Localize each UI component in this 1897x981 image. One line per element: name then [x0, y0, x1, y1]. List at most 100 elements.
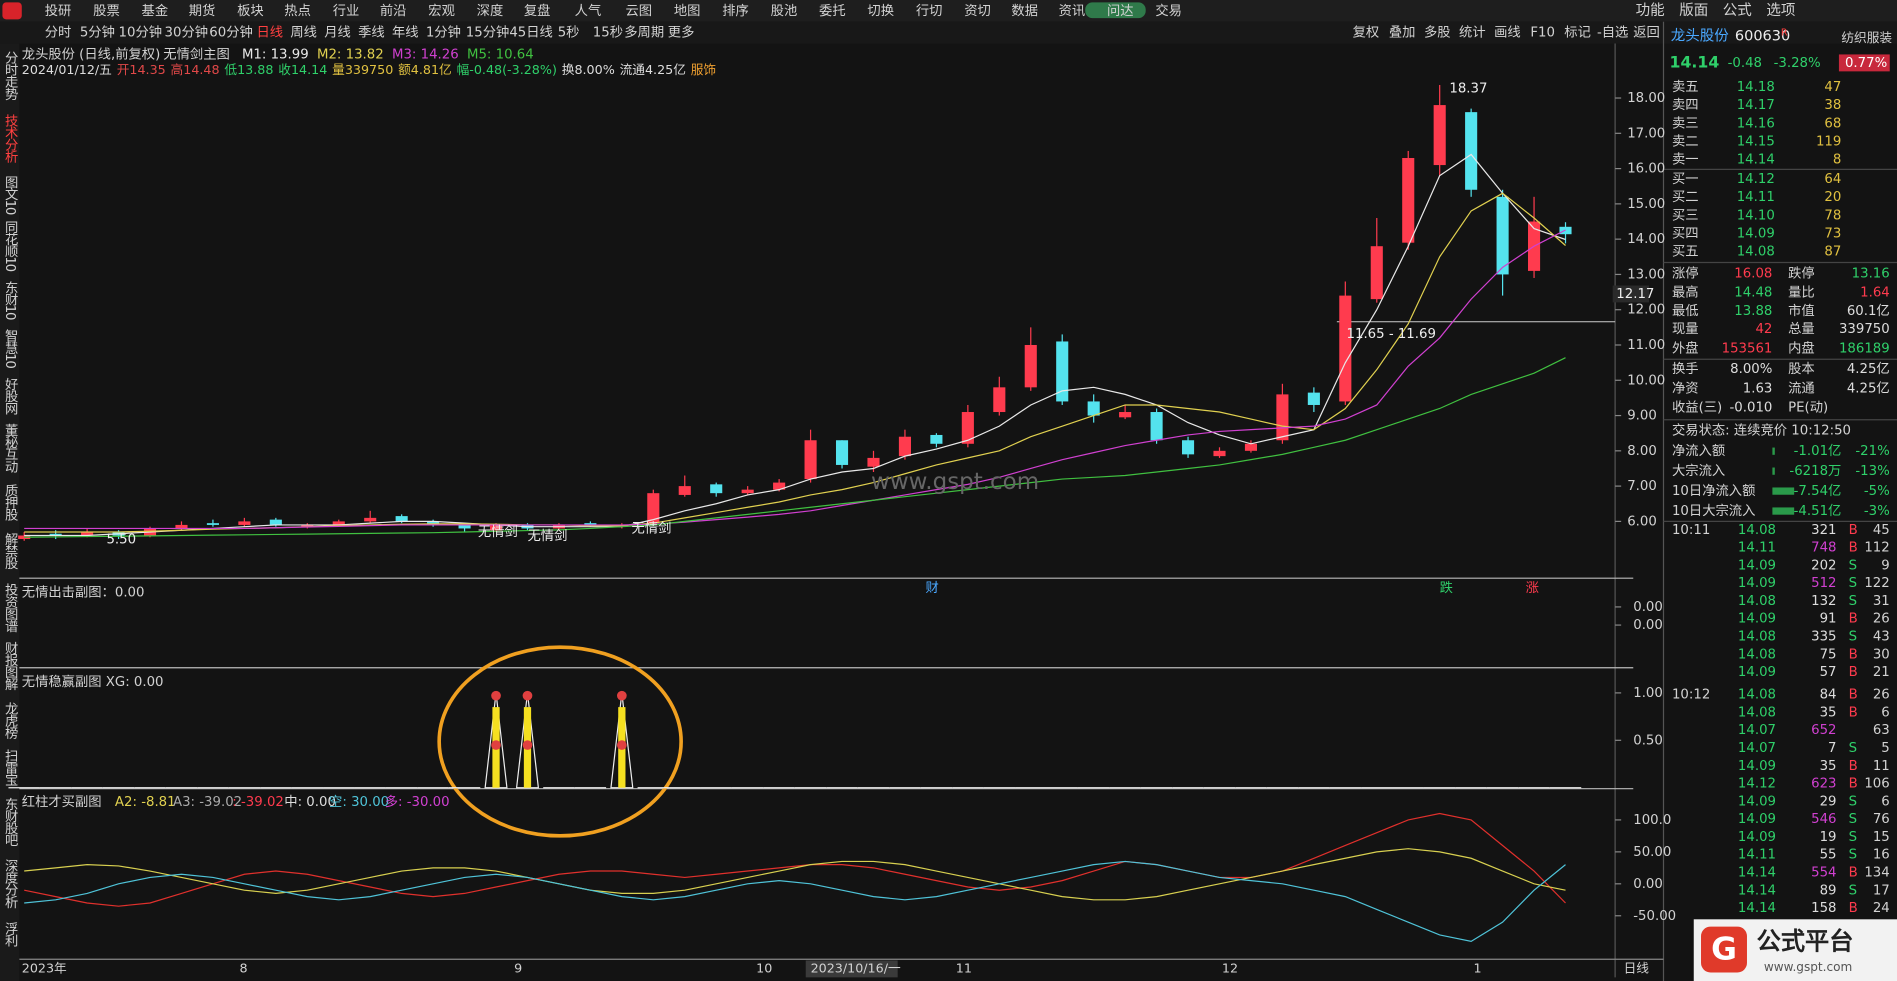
sidebar-tab[interactable]: 深度分析: [2, 859, 18, 909]
menu-item[interactable]: 投研: [45, 3, 72, 19]
logo-title: 公式平台: [1757, 927, 1854, 955]
period-tab[interactable]: 10分钟: [119, 24, 163, 41]
period-tab[interactable]: 15分钟: [466, 24, 510, 41]
sidebar-tab[interactable]: 财报图解: [2, 641, 18, 691]
sidebar-tab[interactable]: 解禁股: [2, 532, 18, 571]
candle-body: [301, 524, 314, 527]
tool-button[interactable]: 多股: [1424, 24, 1451, 41]
menu-item[interactable]: 基金: [142, 3, 169, 19]
stat-value: 60.1亿: [1847, 303, 1890, 319]
flow-pct: -3%: [1864, 504, 1890, 519]
sidebar-tab[interactable]: 同花顺10: [2, 220, 18, 272]
menu-bar: [0, 0, 1897, 22]
tool-button[interactable]: 返回: [1633, 25, 1660, 41]
menu-item[interactable]: 委托: [819, 3, 846, 19]
menu-item[interactable]: 前沿: [380, 2, 407, 19]
tool-button[interactable]: 画线: [1494, 25, 1521, 41]
sidebar-tab[interactable]: 龙虎榜: [2, 701, 18, 739]
sidebar-tab[interactable]: 技术分析: [2, 113, 18, 163]
stat-value: 16.08: [1734, 266, 1772, 281]
sidebar-tab[interactable]: 东财股吧: [2, 797, 18, 847]
menu-item[interactable]: 热点: [284, 3, 311, 19]
book-price: 14.17: [1737, 98, 1775, 113]
period-tab[interactable]: 分时: [45, 25, 72, 41]
menu-item[interactable]: 云图: [625, 4, 652, 19]
sidebar-tab[interactable]: 扫雷宝: [2, 748, 18, 785]
tool-button[interactable]: F10: [1530, 26, 1555, 41]
candle-body: [1496, 196, 1509, 275]
sidebar-tab[interactable]: 投资图谱: [2, 583, 18, 633]
book-price: 14.18: [1737, 80, 1775, 95]
flow-value: -7.54亿: [1794, 483, 1842, 499]
toolbar: [0, 21, 1897, 44]
period-tab[interactable]: 更多: [668, 24, 695, 41]
tool-button[interactable]: 复权: [1353, 24, 1380, 41]
menu-item[interactable]: 股票: [93, 4, 120, 19]
sidebar-tab[interactable]: 图文10: [2, 175, 18, 214]
menu-item[interactable]: 公式: [1723, 2, 1753, 19]
indicator-name: 无情剑主图: [163, 46, 229, 62]
candle-body: [930, 434, 943, 444]
sidebar-tab[interactable]: 分时走势: [2, 51, 18, 102]
period-tab[interactable]: 日线: [256, 25, 283, 41]
sidebar-tab[interactable]: 浮利: [2, 921, 18, 947]
menu-item[interactable]: 问达: [1107, 3, 1134, 19]
menu-item[interactable]: 版面: [1679, 2, 1708, 19]
menu-item[interactable]: 排序: [722, 3, 749, 19]
period-tab[interactable]: 季线: [358, 25, 385, 41]
menu-item[interactable]: 地图: [674, 3, 701, 19]
candle-body: [332, 521, 345, 525]
stat-label: 跌停: [1788, 264, 1815, 281]
y-tick-label: 7.00: [1627, 479, 1657, 494]
period-tab[interactable]: 45日线: [509, 25, 553, 41]
book-label: 买二: [1672, 189, 1699, 205]
signal-icon: [522, 690, 533, 701]
sidebar-tab[interactable]: 东财10: [2, 280, 18, 320]
tick-volume: 19: [1820, 830, 1837, 845]
info-item: 收14.14: [278, 62, 327, 77]
period-tab[interactable]: 5分钟: [80, 24, 115, 41]
menu-item[interactable]: 功能: [1636, 2, 1665, 19]
annotation: 12.17: [1616, 287, 1654, 302]
menu-item[interactable]: 股池: [771, 3, 798, 19]
candle-body: [489, 524, 503, 531]
menu-item[interactable]: 人气: [575, 3, 602, 19]
tick-side: S: [1849, 812, 1857, 827]
period-tab[interactable]: 30分钟: [165, 24, 209, 41]
period-tab[interactable]: 60分钟: [209, 24, 253, 41]
menu-item[interactable]: 切换: [867, 3, 894, 19]
period-tab[interactable]: 15秒: [593, 25, 623, 41]
sidebar-tab[interactable]: 好股网: [2, 377, 18, 415]
menu-item[interactable]: 选项: [1766, 2, 1795, 19]
chart-title: 龙头股份 (日线,前复权): [22, 45, 161, 62]
sidebar-tab[interactable]: 董秘互动: [2, 423, 18, 474]
menu-item[interactable]: 行业: [333, 3, 360, 19]
tool-button[interactable]: 标记: [1564, 25, 1591, 41]
menu-item[interactable]: 复盘: [524, 2, 551, 19]
period-tab[interactable]: 1分钟: [426, 24, 461, 41]
period-tab[interactable]: 年线: [392, 25, 419, 41]
menu-item[interactable]: 资讯: [1059, 3, 1086, 19]
menu-item[interactable]: 板块: [237, 3, 264, 19]
candle-body: [364, 517, 377, 522]
tick-price: 14.08: [1738, 688, 1776, 703]
menu-item[interactable]: 数据: [1011, 3, 1038, 19]
menu-item[interactable]: 宏观: [428, 3, 455, 19]
sidebar-tab[interactable]: 智慧10: [2, 329, 18, 369]
menu-item[interactable]: 交易: [1155, 2, 1182, 19]
candle-body: [1119, 412, 1132, 418]
menu-item[interactable]: 行切: [916, 3, 943, 19]
tool-button[interactable]: 统计: [1459, 25, 1486, 41]
menu-item[interactable]: 期货: [189, 2, 216, 19]
period-tab[interactable]: 月线: [324, 25, 351, 41]
sidebar-tab[interactable]: 质押股: [2, 484, 18, 523]
tick-price: 14.09: [1738, 612, 1776, 627]
stock-name: 龙头股份: [1671, 27, 1730, 44]
tool-button[interactable]: 叠加: [1389, 25, 1416, 41]
period-tab[interactable]: 周线: [290, 25, 317, 41]
tool-button[interactable]: -自选: [1597, 25, 1628, 41]
period-tab[interactable]: 5秒: [558, 25, 580, 41]
period-tab[interactable]: 多周期: [624, 24, 664, 41]
menu-item[interactable]: 深度: [477, 3, 504, 19]
menu-item[interactable]: 资切: [964, 3, 991, 19]
